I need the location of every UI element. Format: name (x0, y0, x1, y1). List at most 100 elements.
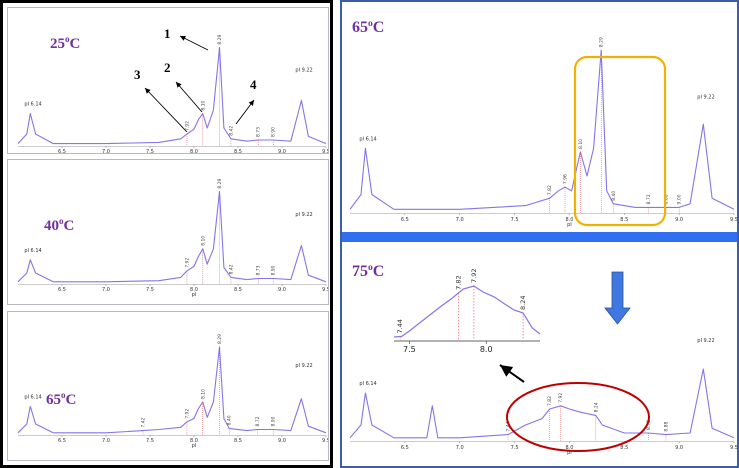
peak-label: 8.10 (200, 100, 206, 110)
pi-right-label: pI 9.22 (697, 338, 714, 344)
inset-peak-label: 7.82 (455, 275, 463, 289)
pi-right-label: pI 9.22 (295, 68, 312, 74)
celsius-letter: C (66, 392, 77, 408)
x-tick-label: 7.5 (511, 445, 519, 451)
x-tick-label: 8.5 (620, 217, 628, 223)
left-spectra-panel: 6.5 7.0 7.5 8.0 8.5 9.0 9.5 pI 7.92 8.10 8.29 8.42 8… (0, 0, 333, 468)
peak-label: 8.24 (593, 402, 599, 412)
peak-label: 7.44 (505, 421, 511, 431)
peak-label: 8.90 (271, 416, 277, 426)
peak-label: 8.29 (599, 37, 605, 47)
temperature-label: 75oC (352, 262, 384, 280)
x-tick-label: 8.0 (190, 438, 198, 444)
inset-peak-label: 8.24 (519, 296, 527, 310)
peak-label: 8.73 (256, 127, 262, 137)
x-tick-label: 9.0 (675, 445, 683, 451)
x-tick-label: 6.5 (58, 149, 66, 153)
degree-superscript: o (59, 216, 64, 226)
annotation-number: 2 (164, 60, 171, 75)
x-tick-label: 9.0 (278, 438, 286, 444)
degree-superscript: o (65, 34, 70, 44)
highlight-box (573, 55, 667, 227)
x-axis-label: pI (192, 443, 197, 449)
peak-label: 8.88 (663, 421, 669, 431)
peak-label: 7.42 (140, 417, 146, 427)
spectrum-25c: 6.57.07.58.08.59.09.5pI7.928.108.298.428… (7, 7, 330, 160)
x-tick-label: 7.5 (146, 287, 154, 293)
celsius-letter: C (70, 36, 81, 52)
spectrum-trace (349, 368, 735, 439)
peak-label: 7.92 (184, 258, 190, 268)
x-axis-label: pI (567, 450, 572, 456)
highlight-ellipse (506, 382, 650, 452)
inset-peak-label: 7.92 (470, 269, 478, 283)
peak-label: 8.10 (200, 236, 206, 246)
pi-right-label: pI 9.22 (295, 212, 312, 218)
peak-label: 8.29 (217, 178, 223, 188)
x-tick-label: 8.5 (234, 438, 242, 444)
x-tick-label: 6.5 (58, 438, 66, 444)
peak-label: 8.42 (228, 264, 234, 274)
chart-left-25: 6.57.07.58.08.59.09.5pI7.928.108.298.428… (17, 26, 330, 160)
pi-left-label: pI 6.14 (24, 102, 41, 108)
peak-label: 8.72 (646, 194, 652, 204)
temperature-label: 40oC (44, 216, 74, 234)
temperature-label: 65oC (352, 18, 384, 36)
x-tick-label: 8.0 (190, 287, 198, 293)
peak-label: 8.40 (611, 191, 617, 201)
peak-label: 8.90 (271, 127, 277, 137)
spectrum-40c: 6.5 7.0 7.5 8.0 8.5 9.0 9.5 pI 7.92 8.10 8.29 8.42 8… (7, 159, 330, 305)
x-tick-label: 9.5 (322, 287, 328, 293)
pi-right-label: pI 9.22 (295, 363, 312, 369)
x-tick-label: 7.0 (102, 438, 110, 444)
celsius-letter: C (373, 19, 385, 36)
inset-tick-label: 8.0 (480, 345, 493, 354)
chart-left-40: 6.5 7.0 7.5 8.0 8.5 9.0 9.5 pI 7.92 8.10 8.29 8.42 8… (17, 178, 330, 298)
x-tick-label: 7.0 (102, 149, 110, 153)
x-tick-label: 9.5 (730, 217, 737, 223)
annotation-arrow (179, 35, 209, 51)
pi-right-label: pI 9.22 (697, 94, 714, 100)
x-tick-label: 8.5 (620, 445, 628, 451)
right-spectra-panel: 6.5 7.0 7.5 8.0 8.5 9.0 9.5 pI 7.82 7.96 8.10 8.29 8… (340, 0, 739, 468)
spectrum-65c: 6.5 7.0 7.5 8.0 8.5 9.0 9.5 pI 7.42 7.92 8.10 8.29 8… (7, 311, 330, 461)
spectrum-trace (349, 49, 735, 210)
celsius-letter: C (64, 218, 75, 234)
pi-left-label: pI 6.14 (24, 394, 41, 400)
inset-tick-label: 7.5 (403, 345, 416, 354)
x-tick-label: 6.5 (401, 445, 409, 451)
x-tick-label: 8.5 (234, 149, 242, 153)
peak-label: 8.10 (578, 139, 584, 149)
peak-label: 7.92 (184, 121, 190, 131)
x-tick-label: 9.0 (675, 217, 683, 223)
pi-left-label: pI 6.14 (359, 136, 376, 142)
x-tick-label: 6.5 (58, 287, 66, 293)
spectrum-trace (17, 47, 327, 145)
annotation-arrow (144, 87, 188, 133)
x-tick-label: 7.5 (511, 217, 519, 223)
annotation-number: 1 (164, 26, 171, 41)
x-tick-label: 9.5 (322, 149, 328, 153)
temperature-label: 65oC (46, 390, 76, 408)
x-tick-label: 8.0 (565, 445, 573, 451)
x-tick-label: 7.5 (146, 149, 154, 153)
x-tick-label: 7.0 (456, 217, 464, 223)
celsius-letter: C (373, 263, 385, 280)
peak-label: 8.72 (255, 416, 261, 426)
peak-label: 7.82 (547, 185, 553, 195)
peak-label: 8.42 (228, 126, 234, 136)
degree-superscript: o (61, 390, 66, 400)
x-tick-label: 7.0 (102, 287, 110, 293)
peak-label: 7.92 (184, 409, 190, 419)
annotation-number: 3 (134, 67, 141, 82)
peak-label: 7.96 (563, 174, 569, 184)
peak-label: 9.00 (677, 194, 683, 204)
temperature-label: 25oC (50, 34, 80, 52)
x-tick-label: 9.0 (278, 287, 286, 293)
degree-superscript: o (368, 18, 373, 29)
peak-label: 8.29 (217, 34, 223, 44)
x-tick-label: 9.5 (730, 445, 737, 451)
x-tick-label: 8.5 (234, 287, 242, 293)
chart-right-75: 6.5 7.0 7.5 8.0 8.5 9.0 9.5 pI 7.44 7.82 7.92 8.24 8… (349, 262, 737, 456)
x-axis-label: pI (567, 222, 572, 228)
